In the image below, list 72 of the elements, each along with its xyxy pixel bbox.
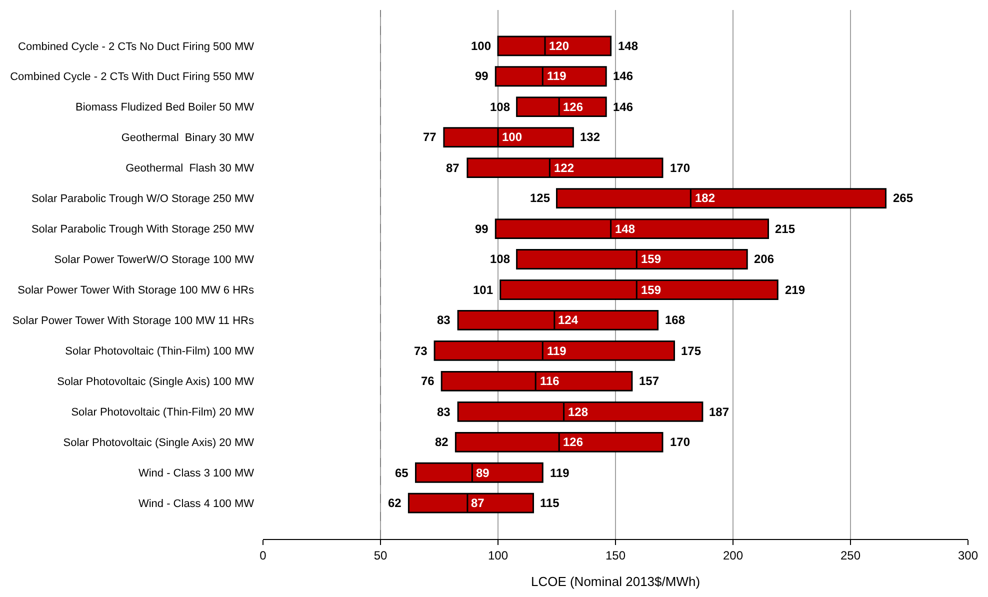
y-tick-label: Biomass Fludized Bed Boiler 50 MW — [75, 102, 255, 114]
y-tick-label: Solar Power TowerW/O Storage 100 MW — [54, 254, 255, 266]
y-tick-label: Geothermal Flash 30 MW — [126, 162, 255, 175]
annotation: 124 — [558, 313, 578, 327]
annotation: 132 — [580, 130, 600, 144]
annotation: 159 — [641, 252, 662, 266]
annotation: 62 — [388, 496, 402, 510]
y-tick-label: Geothermal Binary 30 MW — [121, 132, 255, 144]
annotation: 115 — [540, 496, 560, 510]
x-tick-label: 100 — [488, 548, 508, 562]
annotation: 148 — [618, 39, 638, 53]
y-tick-label: Solar Power Tower With Storage 100 MW 11 HRs — [12, 315, 254, 328]
y-tick-label: Solar Photovoltaic (Thin-Film) 100 MW — [65, 346, 255, 358]
annotation: 119 — [547, 344, 567, 358]
annotation: 170 — [670, 161, 690, 175]
y-tick-label: Combined Cycle - 2 CTs No Duct Firing 500 MW — [18, 40, 255, 53]
annotation: 108 — [490, 100, 510, 114]
annotation: 100 — [471, 39, 492, 53]
annotation: 168 — [665, 313, 686, 327]
y-tick-label: Wind - Class 3 100 MW — [138, 467, 255, 480]
annotation: 119 — [547, 69, 567, 83]
annotation: 148 — [615, 222, 636, 236]
annotation: 146 — [613, 100, 634, 114]
annotation: 76 — [421, 374, 435, 388]
annotation: 77 — [423, 130, 437, 144]
annotation: 182 — [695, 191, 716, 205]
annotation: 65 — [395, 466, 409, 480]
y-tick-label: Solar Parabolic Trough With Storage 250 MW — [31, 224, 255, 236]
annotation: 126 — [563, 100, 584, 114]
annotation: 187 — [709, 405, 730, 419]
annotation: 73 — [414, 344, 428, 358]
annotation: 170 — [670, 435, 690, 449]
annotation: 146 — [613, 69, 634, 83]
y-tick-label: Wind - Class 4 100 MW — [138, 498, 255, 510]
annotation: 82 — [435, 435, 449, 449]
annotation: 157 — [639, 374, 660, 388]
annotation: 83 — [437, 313, 451, 327]
x-tick-label: 300 — [958, 548, 978, 562]
x-tick-label: 250 — [840, 548, 861, 562]
y-tick-label: Solar Photovoltaic (Single Axis) 20 MW — [63, 436, 255, 449]
y-tick-label: Solar Photovoltaic (Thin-Film) 20 MW — [71, 406, 255, 419]
annotation: 100 — [502, 130, 522, 144]
annotation: 175 — [681, 344, 702, 358]
y-tick-label: Solar Power Tower With Storage 100 MW 6 HRs — [18, 284, 254, 297]
annotation: 206 — [754, 252, 774, 266]
x-tick-label: 50 — [374, 548, 388, 562]
y-tick-label: Solar Parabolic Trough W/O Storage 250 MW — [31, 193, 255, 206]
x-tick-label: 150 — [605, 548, 626, 562]
annotation: 126 — [563, 435, 584, 449]
annotation: 265 — [893, 191, 914, 205]
annotation: 99 — [475, 222, 489, 236]
annotation: 108 — [490, 252, 510, 266]
annotation: 120 — [549, 39, 570, 53]
annotation: 128 — [568, 405, 588, 419]
annotation: 159 — [641, 283, 662, 297]
annotation: 87 — [471, 496, 485, 510]
annotation: 116 — [540, 374, 560, 388]
x-tick-label: 200 — [722, 548, 744, 562]
annotation: 83 — [437, 405, 451, 419]
annotation: 101 — [473, 283, 494, 297]
x-axis-title: LCOE (Nominal 2013$/MWh) — [530, 574, 700, 589]
annotation: 215 — [775, 222, 796, 236]
annotation: 119 — [550, 466, 570, 480]
annotation: 219 — [785, 283, 806, 297]
annotation: 122 — [554, 161, 574, 175]
annotation: 87 — [446, 161, 460, 175]
y-tick-label: Combined Cycle - 2 CTs With Duct Firing 550 MW — [10, 71, 255, 84]
x-tick-label: 0 — [260, 548, 267, 562]
annotation: 125 — [530, 191, 550, 205]
annotation: 89 — [476, 466, 490, 480]
y-tick-label: Solar Photovoltaic (Single Axis) 100 MW — [57, 376, 255, 388]
annotation: 99 — [475, 69, 489, 83]
